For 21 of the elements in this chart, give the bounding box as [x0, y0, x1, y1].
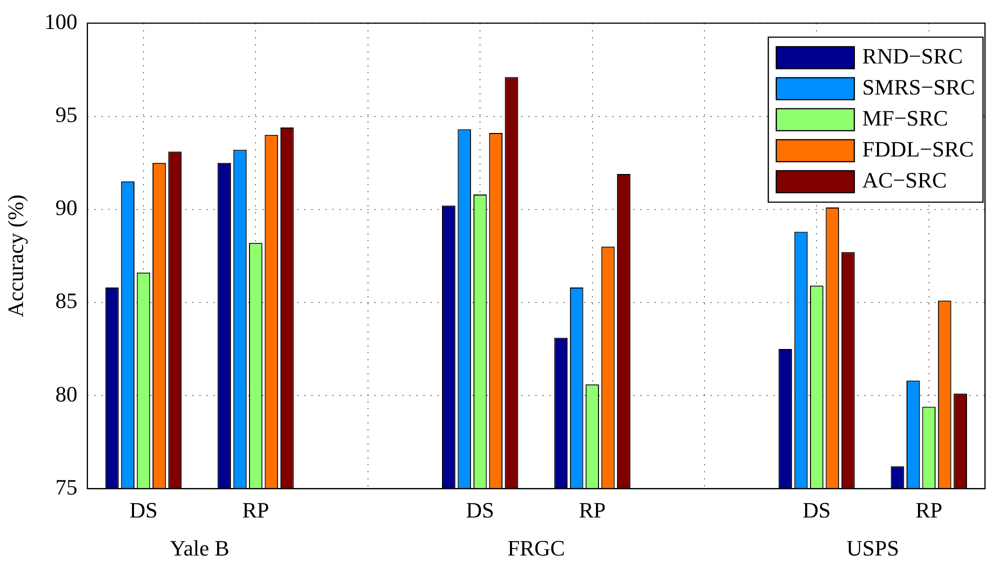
- x-tick-label: RP: [242, 498, 270, 523]
- y-tick-label: 95: [55, 102, 78, 128]
- text: FRGC: [507, 535, 565, 560]
- y-tick-label: 100: [44, 8, 78, 34]
- x-tick-label: RP: [578, 498, 606, 523]
- x-tick-label: DS: [802, 498, 831, 523]
- x-tick-label: RP: [915, 498, 942, 523]
- y-tick-label: 85: [55, 288, 78, 314]
- x-tick-label: DS: [129, 498, 158, 523]
- legend-label: AC−SRC: [862, 167, 947, 192]
- text: USPS: [846, 535, 900, 560]
- x-tick-label: DS: [466, 498, 494, 523]
- y-tick-label: 75: [55, 474, 78, 500]
- legend-label: RND−SRC: [862, 43, 963, 68]
- legend-label: FDDL−SRC: [862, 136, 974, 162]
- legend-label: SMRS−SRC: [862, 74, 976, 100]
- y-tick-label: 80: [55, 381, 78, 406]
- y-axis-title: Accuracy (%): [2, 194, 28, 318]
- legend-label: MF−SRC: [862, 105, 948, 130]
- text: Yale B: [170, 535, 230, 560]
- y-tick-label: 90: [55, 195, 78, 220]
